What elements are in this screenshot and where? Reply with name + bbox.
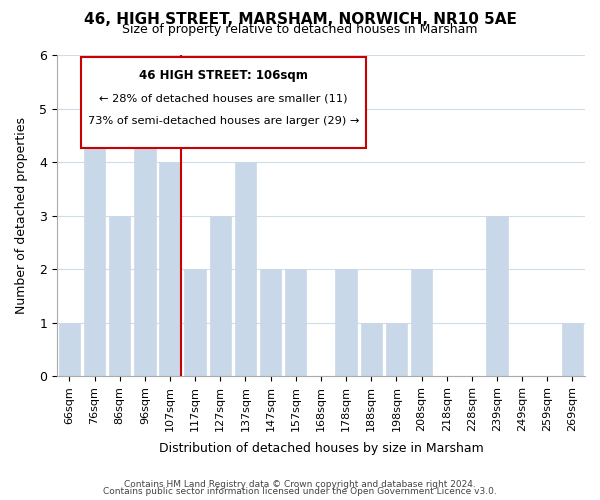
Bar [134,108,155,376]
Bar [386,322,407,376]
Text: Size of property relative to detached houses in Marsham: Size of property relative to detached ho… [122,24,478,36]
FancyBboxPatch shape [80,56,366,148]
Bar [160,162,181,376]
Bar [285,269,307,376]
Bar [209,216,231,376]
Bar [335,269,357,376]
Bar [109,216,130,376]
Bar [562,322,583,376]
Text: 46 HIGH STREET: 106sqm: 46 HIGH STREET: 106sqm [139,69,308,82]
X-axis label: Distribution of detached houses by size in Marsham: Distribution of detached houses by size … [158,442,483,455]
Text: Contains public sector information licensed under the Open Government Licence v3: Contains public sector information licen… [103,488,497,496]
Bar [486,216,508,376]
Text: Contains HM Land Registry data © Crown copyright and database right 2024.: Contains HM Land Registry data © Crown c… [124,480,476,489]
Bar [235,162,256,376]
Bar [184,269,206,376]
Text: ← 28% of detached houses are smaller (11): ← 28% of detached houses are smaller (11… [99,94,347,104]
Y-axis label: Number of detached properties: Number of detached properties [15,117,28,314]
Bar [59,322,80,376]
Text: 73% of semi-detached houses are larger (29) →: 73% of semi-detached houses are larger (… [88,116,359,126]
Bar [361,322,382,376]
Bar [411,269,432,376]
Text: 46, HIGH STREET, MARSHAM, NORWICH, NR10 5AE: 46, HIGH STREET, MARSHAM, NORWICH, NR10 … [83,12,517,26]
Bar [84,108,105,376]
Bar [260,269,281,376]
